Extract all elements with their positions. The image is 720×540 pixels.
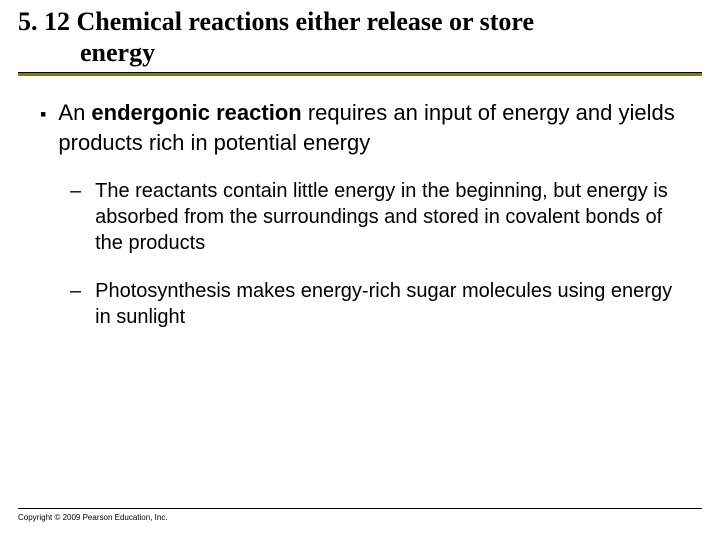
title-underline-wrap [0, 68, 720, 76]
footer: Copyright © 2009 Pearson Education, Inc. [18, 508, 702, 522]
footer-rule [18, 508, 702, 509]
slide-title: 5. 12 Chemical reactions either release … [0, 0, 720, 68]
bullet-level1-text: An endergonic reaction requires an input… [58, 98, 680, 157]
bullet-level2-item: – Photosynthesis makes energy-rich sugar… [70, 278, 680, 330]
dash-bullet-icon: – [70, 278, 81, 304]
bullet-level2-text: The reactants contain little energy in t… [95, 178, 680, 256]
bullet-level1-item: ▪ An endergonic reaction requires an inp… [40, 98, 680, 157]
copyright-text: Copyright © 2009 Pearson Education, Inc. [18, 513, 702, 522]
bullet-level2-item: – The reactants contain little energy in… [70, 178, 680, 256]
square-bullet-icon: ▪ [40, 102, 46, 126]
content-area: ▪ An endergonic reaction requires an inp… [0, 76, 720, 329]
text-bold: endergonic reaction [91, 100, 301, 125]
text-pre: An [58, 100, 91, 125]
title-line-2: energy [18, 37, 702, 68]
dash-bullet-icon: – [70, 178, 81, 204]
slide: 5. 12 Chemical reactions either release … [0, 0, 720, 540]
title-line-1: 5. 12 Chemical reactions either release … [18, 7, 534, 36]
bullet-level2-text: Photosynthesis makes energy-rich sugar m… [95, 278, 680, 330]
title-text: 5. 12 Chemical reactions either release … [18, 6, 702, 68]
